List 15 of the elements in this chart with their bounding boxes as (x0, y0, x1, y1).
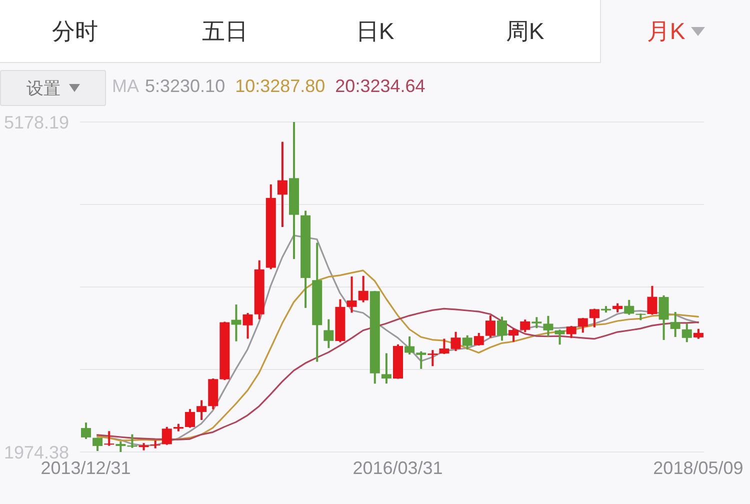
candlestick (428, 350, 438, 366)
candlestick (104, 431, 114, 446)
text: 五日 (202, 16, 248, 46)
text: 月K (646, 17, 686, 46)
x-tick-label: 2013/12/31 (40, 458, 131, 478)
x-tick-label: 2018/05/09 (653, 458, 744, 478)
text: 日K (356, 16, 394, 46)
legend-title: MA (112, 76, 139, 97)
text: 10:3287.80 (235, 76, 326, 97)
text: 设置 (26, 78, 60, 100)
text: 5:3230.10 (145, 76, 226, 97)
text: 周K (506, 16, 544, 46)
text: 20:3234.64 (335, 76, 426, 97)
x-tick-label: 2016/03/31 (352, 458, 443, 478)
text: 分时 (52, 16, 98, 46)
